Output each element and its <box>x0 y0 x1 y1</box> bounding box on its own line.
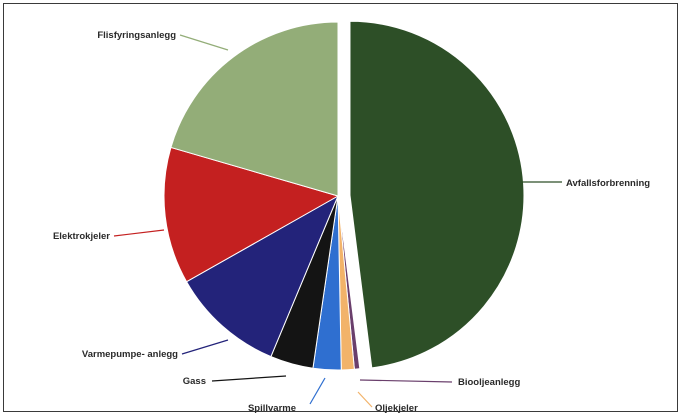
slice-label-oljekjeler: Oljekjeler <box>375 403 418 414</box>
slice-label-spillvarme: Spillvarme <box>248 403 296 414</box>
slice-labels: Avfallsforbrenning Biooljeanlegg Oljekjele… <box>53 30 650 414</box>
slice-label-biooljeanlegg: Biooljeanlegg <box>458 377 520 388</box>
pie-slices <box>163 20 525 371</box>
slice-label-varmepumpe-anlegg: Varmepumpe- anlegg <box>82 349 178 360</box>
leader-lines <box>113 34 562 408</box>
leader-line-oljekjeler <box>357 391 373 408</box>
slice-label-flisfyringsanlegg: Flisfyringsanlegg <box>97 30 176 41</box>
leader-line-biooljeanlegg <box>359 379 453 383</box>
leader-line-gass <box>211 375 287 382</box>
leader-line-elektrokjeler <box>113 229 165 237</box>
leader-line-spillvarme <box>309 377 326 405</box>
pie-slice-varmepumpe-anlegg <box>185 194 340 358</box>
slice-label-avfallsforbrenning: Avfallsforbrenning <box>566 178 650 189</box>
leader-line-varmepumpe-anlegg <box>181 339 229 355</box>
slice-label-gass: Gass <box>183 376 206 387</box>
pie-slice-avfallsforbrenning <box>349 20 525 369</box>
leader-line-flisfyringsanlegg <box>179 34 229 51</box>
slice-label-elektrokjeler: Elektrokjeler <box>53 231 110 242</box>
pie-slice-elektrokjeler <box>163 146 340 283</box>
pie-slice-flisfyringsanlegg <box>170 21 339 197</box>
